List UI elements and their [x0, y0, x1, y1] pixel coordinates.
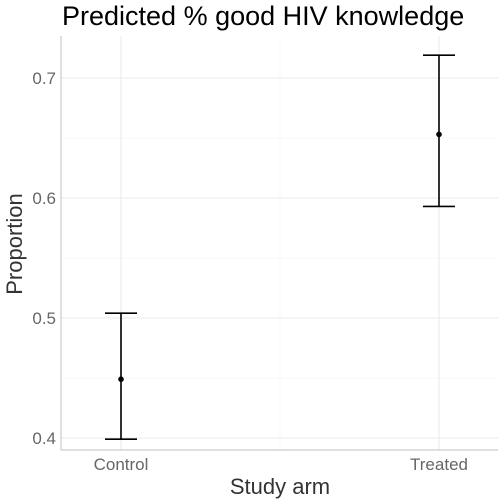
y-tick-label: 0.6: [32, 189, 56, 208]
y-tick-label: 0.5: [32, 309, 56, 328]
x-tick-label: Control: [94, 455, 149, 474]
errorbar-control: [105, 312, 137, 441]
errorbar-treated: [423, 54, 455, 208]
y-axis-title: Proportion: [2, 193, 27, 295]
y-tick-label: 0.7: [32, 69, 56, 88]
x-tick-label: Treated: [410, 455, 468, 474]
x-tick-labels: Control Treated: [94, 455, 468, 474]
y-tick-label: 0.4: [32, 429, 56, 448]
chart-title: Predicted % good HIV knowledge: [62, 1, 464, 31]
y-tick-labels: 0.4 0.5 0.6 0.7: [32, 69, 56, 448]
estimate-point: [118, 376, 124, 383]
gridlines: [61, 36, 498, 450]
x-axis-title: Study arm: [230, 474, 330, 499]
error-bars: [105, 54, 455, 441]
estimate-point: [436, 131, 442, 138]
